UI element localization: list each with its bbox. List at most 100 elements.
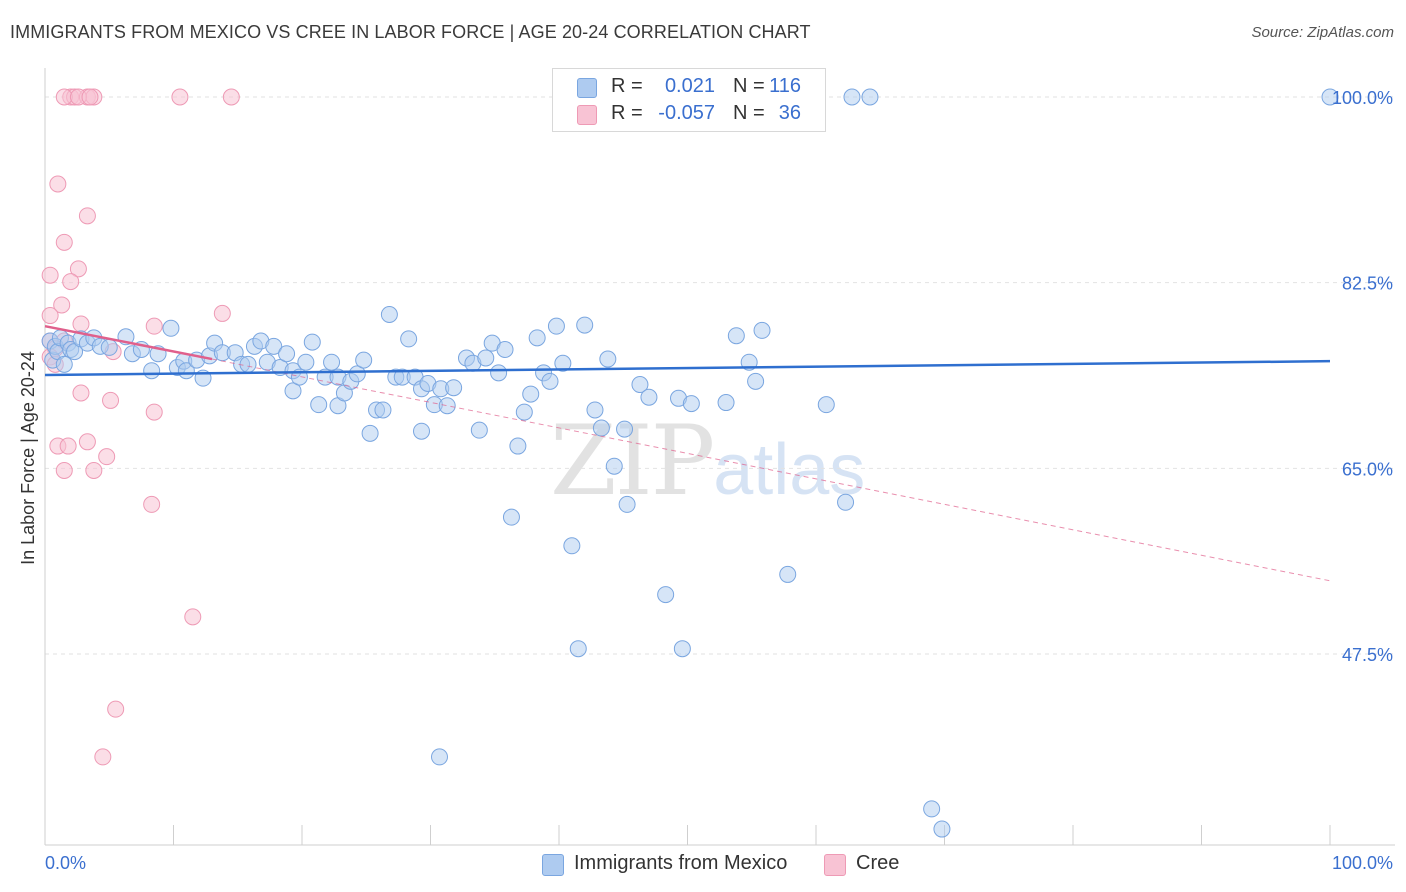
- cree-point: [41, 266, 59, 284]
- mexico-point: [569, 640, 587, 658]
- mexico-point: [303, 333, 321, 351]
- legend-r-label: R =: [611, 102, 643, 124]
- mexico-point: [239, 355, 257, 373]
- cree-trend-extrapolated: [211, 358, 1331, 582]
- mexico-point: [413, 422, 431, 440]
- mexico-trend-line: [44, 359, 1331, 377]
- mexico-point: [923, 800, 941, 818]
- mexico-point: [162, 319, 180, 337]
- mexico-point: [100, 338, 118, 356]
- legend-r-value: -0.057: [658, 102, 715, 124]
- cree-point: [53, 296, 71, 314]
- legend-r-value: 0.021: [664, 75, 715, 97]
- mexico-point: [586, 401, 604, 419]
- cree-point: [62, 273, 80, 291]
- legend-n-label: N =: [733, 75, 765, 97]
- cree-trend-line: [44, 324, 213, 361]
- mexico-point: [599, 350, 617, 368]
- mexico-point: [843, 88, 861, 106]
- mexico-point: [673, 640, 691, 658]
- mexico-point: [430, 748, 448, 766]
- mexico-point: [445, 379, 463, 397]
- mexico-point: [143, 362, 161, 380]
- cree-point: [143, 495, 161, 513]
- mexico-point: [717, 394, 735, 412]
- mexico-point: [861, 88, 879, 106]
- legend-r-label: R =: [611, 75, 643, 97]
- legend-n-value: 36: [778, 102, 801, 124]
- cree-point: [107, 700, 125, 718]
- mexico-point: [933, 820, 951, 838]
- mexico-point: [509, 437, 527, 455]
- legend-swatch-mexico: [542, 854, 564, 876]
- cree-point: [55, 461, 73, 479]
- y-tick-label: 100.0%: [1332, 88, 1393, 108]
- cree-points: [41, 88, 240, 766]
- cree-point: [184, 608, 202, 626]
- x-tick-label: 100.0%: [1332, 853, 1393, 873]
- cree-point: [55, 88, 73, 106]
- cree-point: [72, 315, 90, 333]
- cree-point: [145, 403, 163, 421]
- mexico-point: [605, 457, 623, 475]
- mexico-point: [576, 316, 594, 334]
- mexico-point: [355, 351, 373, 369]
- mexico-point: [616, 420, 634, 438]
- mexico-point: [380, 305, 398, 323]
- mexico-point: [563, 537, 581, 555]
- gridlines: [45, 96, 1395, 655]
- cree-point: [59, 437, 77, 455]
- cree-point: [69, 260, 87, 278]
- y-axis-label: In Labor Force | Age 20-24: [18, 351, 38, 565]
- mexico-point: [323, 353, 341, 371]
- mexico-point: [361, 424, 379, 442]
- legend-swatch-cree: [577, 105, 597, 125]
- mexico-point: [592, 419, 610, 437]
- source-credit: Source: ZipAtlas.com: [1251, 24, 1394, 41]
- mexico-point: [496, 341, 514, 359]
- mexico-point: [547, 317, 565, 335]
- stats-legend: R = 0.021 N = 116 R = -0.057 N = 36: [552, 68, 826, 132]
- mexico-point: [682, 395, 700, 413]
- mexico-point: [640, 388, 658, 406]
- mexico-point: [265, 337, 283, 355]
- y-tick-label: 65.0%: [1342, 459, 1393, 479]
- mexico-point: [779, 565, 797, 583]
- mexico-point: [438, 397, 456, 415]
- mexico-point: [727, 327, 745, 345]
- mexico-point: [502, 508, 520, 526]
- legend-swatch-cree: [824, 854, 846, 876]
- cree-point: [213, 304, 231, 322]
- cree-point: [49, 175, 67, 193]
- cree-point: [78, 207, 96, 225]
- mexico-point: [400, 330, 418, 348]
- mexico-point: [470, 421, 488, 439]
- mexico-point: [753, 321, 771, 339]
- cree-point: [98, 448, 116, 466]
- x-tick-label: 0.0%: [45, 853, 86, 873]
- mexico-point: [554, 354, 572, 372]
- tick-labels: 47.5% 65.0% 82.5% 100.0% 0.0% 100.0%: [45, 88, 1393, 873]
- mexico-point: [477, 349, 495, 367]
- cree-point: [55, 233, 73, 251]
- mexico-point: [747, 372, 765, 390]
- mexico-point: [618, 495, 636, 513]
- mexico-point: [348, 365, 366, 383]
- cree-point: [145, 317, 163, 335]
- mexico-point: [528, 329, 546, 347]
- cree-point: [94, 748, 112, 766]
- series-legend: Immigrants from Mexico Cree: [0, 852, 1406, 878]
- mexico-point: [1321, 88, 1339, 106]
- mexico-point: [817, 396, 835, 414]
- mexico-point: [657, 586, 675, 604]
- legend-label-mexico: Immigrants from Mexico: [574, 852, 788, 874]
- cree-point: [81, 88, 99, 106]
- legend-label-cree: Cree: [856, 852, 900, 874]
- chart-title: IMMIGRANTS FROM MEXICO VS CREE IN LABOR …: [10, 22, 811, 42]
- cree-point: [41, 307, 59, 325]
- mexico-point: [631, 376, 649, 394]
- cree-point: [78, 433, 96, 451]
- mexico-point: [515, 403, 533, 421]
- legend-n-label: N =: [733, 102, 765, 124]
